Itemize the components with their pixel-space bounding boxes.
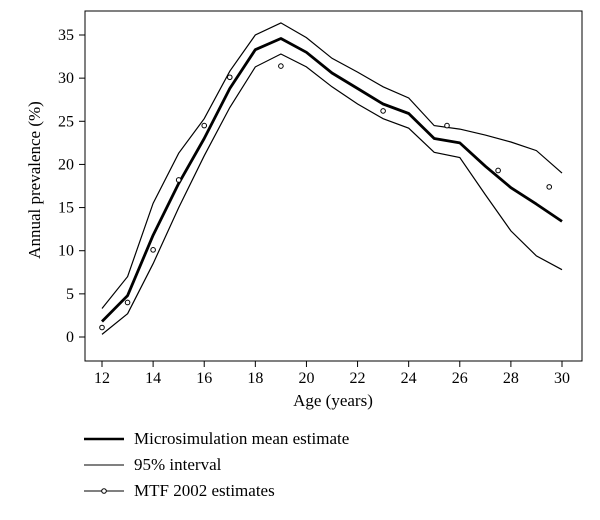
lower-interval-line bbox=[101, 53, 563, 335]
x-axis-ticks: 12 14 16 18 20 22 24 26 28 30 bbox=[94, 361, 570, 387]
x-tick-label: 24 bbox=[401, 370, 417, 387]
mtf-estimate-point bbox=[226, 74, 233, 81]
legend-label-mean: Microsimulation mean estimate bbox=[134, 429, 350, 448]
y-tick-label: 5 bbox=[66, 286, 74, 303]
legend: Microsimulation mean estimate 95% interv… bbox=[84, 426, 349, 504]
upper-interval-line bbox=[101, 22, 563, 309]
mean-estimate-line bbox=[101, 37, 563, 323]
x-tick-label: 18 bbox=[247, 370, 263, 387]
legend-swatch-point-line bbox=[84, 485, 124, 497]
x-tick-label: 20 bbox=[298, 370, 314, 387]
x-tick-label: 28 bbox=[503, 370, 519, 387]
x-tick-label: 12 bbox=[94, 370, 110, 387]
mtf-estimate-point bbox=[124, 299, 131, 306]
x-tick-label: 22 bbox=[350, 370, 366, 387]
x-axis-title: Age (years) bbox=[293, 391, 373, 410]
y-tick-label: 25 bbox=[58, 113, 74, 130]
x-tick-label: 14 bbox=[145, 370, 161, 387]
x-tick-label: 16 bbox=[196, 370, 212, 387]
series-layer bbox=[99, 22, 563, 335]
mtf-estimate-point bbox=[546, 184, 553, 190]
mtf-estimate-point bbox=[444, 122, 450, 129]
legend-label-mtf: MTF 2002 estimates bbox=[134, 481, 275, 500]
y-tick-label: 20 bbox=[58, 156, 74, 173]
y-axis-ticks: 0 5 10 15 20 25 30 35 bbox=[58, 27, 85, 346]
mtf-estimate-point bbox=[150, 247, 156, 253]
mtf-estimate-point bbox=[278, 63, 284, 69]
legend-item-interval: 95% interval bbox=[84, 452, 349, 478]
legend-swatch-thin-line bbox=[84, 459, 124, 471]
legend-swatch-thick-line bbox=[84, 433, 124, 445]
mtf-estimate-point bbox=[201, 122, 208, 129]
plot-frame bbox=[84, 10, 583, 362]
legend-label-interval: 95% interval bbox=[134, 455, 222, 474]
mtf-estimate-point bbox=[99, 324, 105, 331]
prevalence-chart: 0 5 10 15 20 25 30 35 12 14 16 18 20 22 24 26 28 30 Age … bbox=[25, 10, 583, 410]
y-tick-label: 10 bbox=[58, 243, 74, 260]
legend-item-mtf: MTF 2002 estimates bbox=[84, 478, 349, 504]
x-tick-label: 26 bbox=[452, 370, 468, 387]
y-axis-title: Annual prevalence (%) bbox=[25, 101, 44, 259]
y-tick-label: 30 bbox=[58, 70, 74, 87]
mtf-estimate-point bbox=[380, 108, 386, 114]
y-tick-label: 15 bbox=[58, 200, 74, 217]
x-tick-label: 30 bbox=[554, 370, 570, 387]
y-tick-label: 0 bbox=[66, 329, 74, 346]
mtf-estimate-point bbox=[495, 167, 501, 174]
legend-item-mean: Microsimulation mean estimate bbox=[84, 426, 349, 452]
mtf-estimate-point bbox=[175, 177, 182, 183]
y-tick-label: 35 bbox=[58, 27, 74, 44]
